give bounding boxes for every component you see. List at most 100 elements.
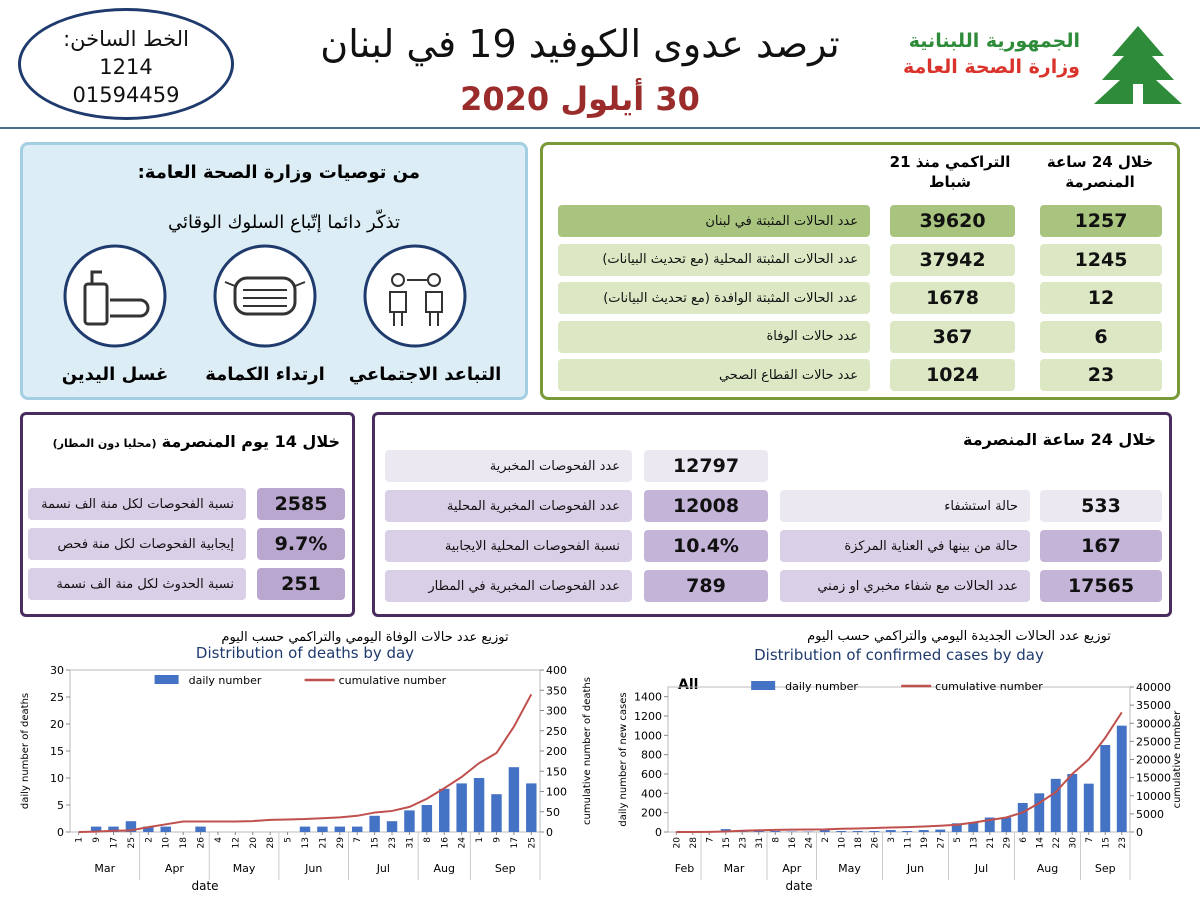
bar — [1067, 774, 1078, 832]
chart-subtitle: Distribution of confirmed cases by day — [754, 646, 1044, 664]
bar — [439, 788, 450, 832]
advice-item: التباعد الاجتماعي — [348, 364, 502, 385]
bar — [108, 826, 119, 832]
y-tick-label: 20 — [50, 718, 64, 731]
y-axis-label: daily number of new cases — [618, 692, 629, 826]
month-label: Jun — [304, 862, 322, 875]
x-tick-label: 3 — [887, 837, 897, 843]
y-tick-label: 30 — [50, 664, 64, 677]
tests-label: نسبة الفحوصات المحلية الايجابية — [385, 530, 632, 562]
x-tick-label: 29 — [336, 837, 346, 849]
x-tick-label: 31 — [405, 837, 415, 848]
x-tick-label: 23 — [1118, 837, 1128, 848]
bar — [195, 826, 206, 832]
y-tick-label: 0 — [57, 826, 64, 839]
bar — [984, 817, 995, 832]
x-tick-label: 10 — [162, 837, 172, 849]
chart-title: توزيع عدد الحالات الجديدة اليومي والتراك… — [807, 629, 1111, 644]
bar — [935, 829, 946, 832]
line — [676, 711, 1123, 833]
x-tick-label: 22 — [1052, 837, 1062, 848]
y2-tick-label: 35000 — [1136, 699, 1171, 712]
bar — [526, 783, 537, 832]
y2-tick-label: 50 — [546, 806, 560, 819]
legend-label: cumulative number — [339, 674, 447, 687]
bar — [885, 830, 896, 832]
x-tick-label: 8 — [423, 837, 433, 843]
legend-swatch — [154, 675, 179, 684]
tests-label: عدد الفحوصات المخبرية في المطار — [385, 570, 632, 602]
hospital-value: 167 — [1040, 530, 1162, 562]
y2-tick-label: 15000 — [1136, 772, 1171, 785]
bar — [160, 826, 171, 832]
date: 30 أيلول 2020 — [460, 80, 700, 118]
x-tick-label: 7 — [705, 837, 715, 843]
last14-value: 9.7% — [257, 528, 345, 560]
legend-label: cumulative number — [935, 680, 1043, 693]
y2-tick-label: 400 — [546, 664, 567, 677]
x-tick-label: 5 — [284, 837, 294, 843]
x-tick-label: 18 — [854, 837, 864, 849]
bar — [1050, 778, 1061, 832]
x-tick-label: 6 — [1019, 837, 1029, 843]
month-label: May — [233, 862, 256, 875]
y2-tick-label: 300 — [546, 705, 567, 718]
x-tick-label: 9 — [92, 837, 102, 843]
last14-value: 2585 — [257, 488, 345, 520]
bar — [1116, 725, 1127, 832]
x-tick-label: 20 — [249, 837, 259, 849]
y-tick-label: 5 — [57, 799, 64, 812]
bar — [1100, 745, 1111, 832]
last14-label: إيجابية الفحوصات لكل منة فحص — [28, 528, 246, 560]
x-tick-label: 21 — [986, 837, 996, 848]
x-tick-label: 25 — [527, 837, 537, 848]
legend-label: daily number — [785, 680, 858, 693]
summary-label: عدد الحالات المثبتة الوافدة (مع تحديث ال… — [558, 282, 870, 314]
summary-label: عدد الحالات المثبتة المحلية (مع تحديث ال… — [558, 243, 870, 276]
last14-note: (محليا دون المطار) — [52, 437, 157, 450]
x-tick-label: 11 — [903, 837, 913, 848]
bar — [1017, 803, 1028, 832]
bar — [352, 826, 363, 832]
y2-tick-label: 350 — [546, 684, 567, 697]
bar — [508, 767, 520, 832]
bar — [90, 826, 102, 832]
hospital-label: حالة من بينها في العناية المركزة — [780, 530, 1030, 562]
last24-title: خلال 24 ساعة المنصرمة — [963, 430, 1156, 449]
last24-box — [372, 412, 1172, 617]
y2-tick-label: 10000 — [1136, 790, 1171, 803]
x-tick-label: 13 — [969, 837, 979, 848]
y2-tick-label: 0 — [546, 826, 553, 839]
advice-item: ارتداء الكمامة — [205, 364, 325, 385]
bar — [1001, 817, 1012, 832]
x-tick-label: 2 — [821, 837, 831, 843]
month-label: Sep — [495, 862, 516, 875]
y2-tick-label: 100 — [546, 786, 567, 799]
hotline-label: الخط الساخن: — [63, 27, 189, 51]
bar — [869, 831, 880, 832]
tests-value: 789 — [644, 570, 768, 602]
chart: توزيع عدد الحالات الجديدة اليومي والتراك… — [618, 629, 1183, 893]
y-tick-label: 10 — [50, 772, 64, 785]
x-tick-label: 31 — [755, 837, 765, 848]
divider — [0, 127, 1200, 129]
hotline: الخط الساخن: 1214 01594459 — [18, 8, 234, 120]
hospital-label: حالة استشفاء — [780, 490, 1030, 522]
bar — [968, 822, 979, 832]
y-tick-label: 800 — [641, 749, 662, 762]
x-tick-label: 1 — [475, 837, 485, 843]
bar — [852, 831, 863, 832]
y2-tick-label: 250 — [546, 725, 567, 738]
legend-label: daily number — [189, 674, 262, 687]
x-tick-label: 26 — [197, 837, 207, 849]
bar — [770, 831, 781, 832]
bar — [918, 830, 929, 832]
month-label: Aug — [434, 862, 455, 875]
month-label: Feb — [675, 862, 694, 875]
x-tick-label: 17 — [510, 837, 520, 848]
plot-frame — [69, 669, 541, 833]
org-name: الجمهورية اللبنانية — [908, 30, 1080, 52]
x-tick-label: 24 — [804, 837, 814, 849]
y-tick-label: 200 — [641, 807, 662, 820]
bar — [404, 810, 415, 832]
